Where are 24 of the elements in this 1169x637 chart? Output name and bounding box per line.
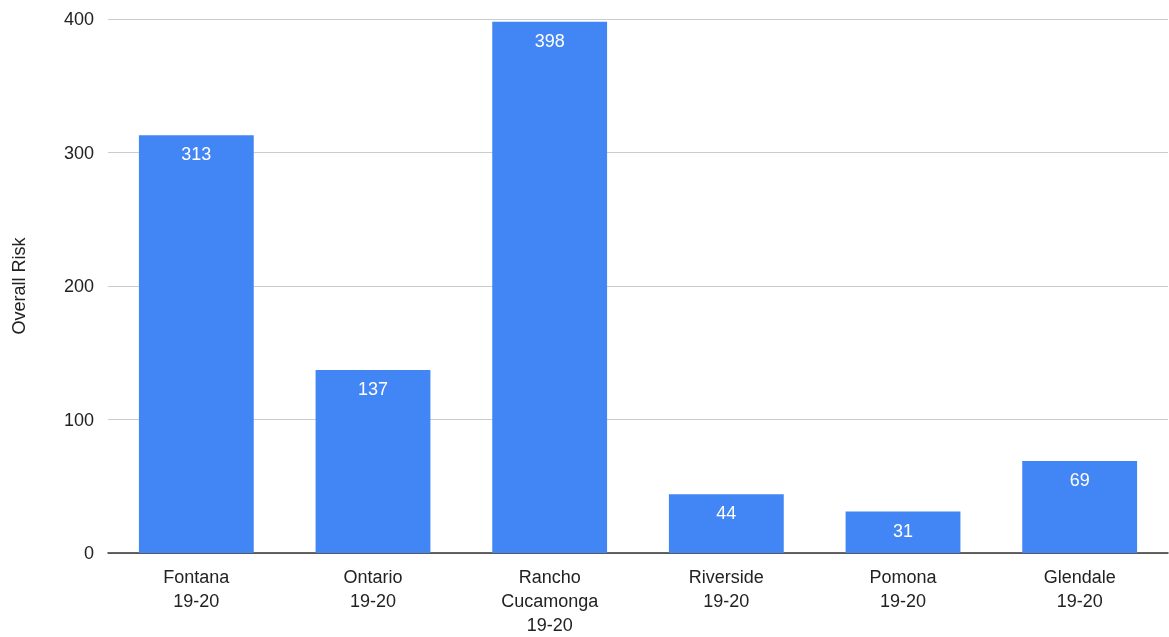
y-tick-label: 300 bbox=[63, 142, 94, 163]
x-tick-label: Rancho Cucamonga 19-20 bbox=[501, 567, 600, 635]
data-label: 313 bbox=[181, 144, 212, 165]
bar bbox=[845, 511, 961, 553]
y-tick-label: 0 bbox=[83, 543, 94, 563]
data-label: 69 bbox=[1069, 469, 1090, 490]
data-label: 31 bbox=[892, 520, 914, 541]
bar bbox=[492, 21, 608, 553]
bar bbox=[315, 370, 431, 553]
x-tick-label: Ontario 19-20 bbox=[343, 567, 403, 611]
x-tick-label: Glendale 19-20 bbox=[1043, 567, 1116, 611]
y-tick-label: 100 bbox=[63, 409, 94, 430]
x-tick-label: Pomona 19-20 bbox=[869, 567, 938, 611]
bar bbox=[138, 135, 254, 553]
x-tick-label: Fontana 19-20 bbox=[163, 567, 231, 611]
bar bbox=[1022, 460, 1138, 553]
bar bbox=[668, 494, 784, 553]
y-tick-label: 200 bbox=[63, 276, 94, 296]
data-label: 44 bbox=[716, 503, 737, 524]
data-label: 398 bbox=[534, 30, 565, 51]
x-tick-label: Riverside 19-20 bbox=[688, 567, 764, 611]
y-tick-label: 400 bbox=[63, 9, 94, 29]
data-label: 137 bbox=[357, 379, 389, 400]
y-axis-title: Overall Risk bbox=[9, 236, 29, 335]
